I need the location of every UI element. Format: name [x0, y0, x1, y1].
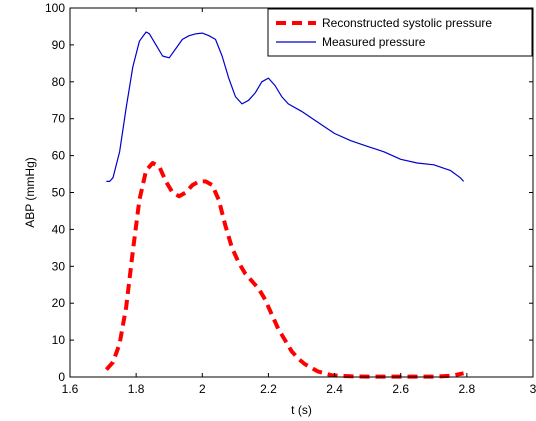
x-tick-label: 2.4 — [326, 382, 343, 396]
y-tick-label: 60 — [52, 149, 66, 163]
x-tick-label: 1.8 — [128, 382, 145, 396]
x-tick-label: 2.2 — [260, 382, 277, 396]
y-tick-label: 20 — [52, 296, 66, 310]
legend: Reconstructed systolic pressure Measured … — [267, 8, 533, 57]
x-tick-label: 2.8 — [459, 382, 476, 396]
y-tick-label: 10 — [52, 333, 66, 347]
x-axis-label: t (s) — [291, 403, 312, 417]
x-tick-label: 2 — [199, 382, 206, 396]
y-tick-label: 70 — [52, 112, 66, 126]
legend-label-1: Measured pressure — [322, 35, 426, 49]
legend-label-0: Reconstructed systolic pressure — [322, 16, 492, 30]
series-line-1 — [106, 31, 465, 182]
y-tick-label: 100 — [45, 1, 65, 15]
y-tick-label: 0 — [58, 370, 65, 384]
x-tick-label: 2.6 — [392, 382, 409, 396]
y-tick-label: 90 — [52, 38, 66, 52]
x-tick-label: 1.6 — [62, 382, 79, 396]
y-tick-label: 40 — [52, 222, 66, 236]
y-tick-label: 80 — [52, 75, 66, 89]
y-axis-label: ABP (mmHg) — [23, 157, 37, 227]
x-tick-label: 3 — [530, 382, 536, 396]
series-line-0 — [104, 161, 464, 379]
axes: 1.6 1.8 2 2.2 2.4 2.6 2.8 301020304050607080901… — [23, 1, 536, 417]
y-tick-label: 50 — [52, 186, 66, 200]
plot-area — [104, 31, 465, 379]
legend-box — [267, 8, 533, 57]
y-tick-label: 30 — [52, 259, 66, 273]
